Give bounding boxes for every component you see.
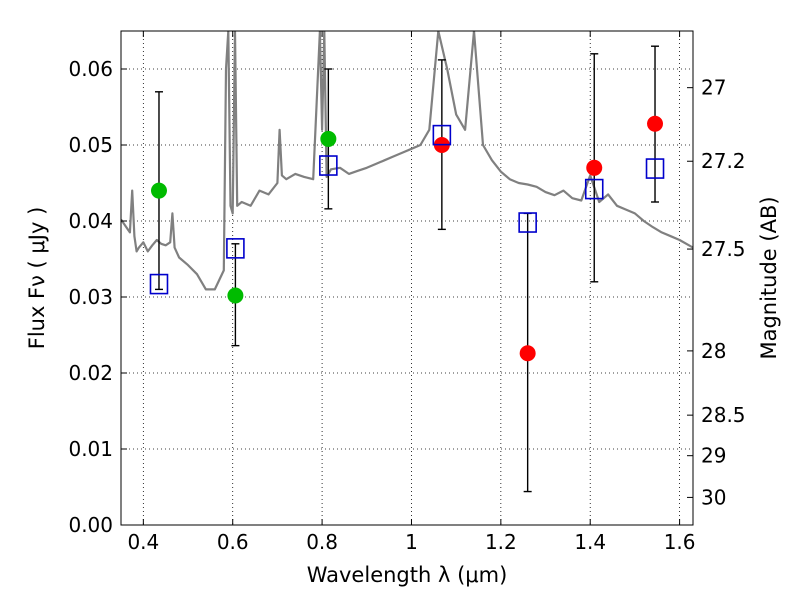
- data-point-circle: [150, 182, 167, 199]
- y2-tick-label: 27.5: [701, 237, 746, 261]
- x-tick-label: 1.4: [574, 530, 606, 554]
- error-bars: [154, 45, 660, 493]
- data-point-circle: [519, 345, 536, 362]
- y2-axis-label: Magnitude (AB): [757, 196, 781, 359]
- data-point-square: [584, 178, 604, 200]
- spectrum-line: [121, 31, 693, 291]
- y2-tick-label: 27.2: [701, 149, 746, 173]
- spectrum-layer: [121, 31, 693, 291]
- data-point-square: [518, 212, 537, 233]
- x-tick-label: 0.6: [217, 530, 249, 554]
- y-tick-label: 0.02: [68, 361, 113, 385]
- x-axis-label: Wavelength λ (μm): [307, 563, 508, 587]
- y-axis-label: Flux Fν ( μJy ): [25, 207, 49, 350]
- data-point-circle: [586, 159, 603, 176]
- y2-tick-label: 30: [701, 485, 726, 509]
- y-tick-label: 0.04: [68, 209, 113, 233]
- data-point-square: [319, 155, 338, 176]
- y-tick-label: 0.00: [68, 513, 113, 537]
- markers: [149, 115, 665, 362]
- data-point-circle: [227, 287, 244, 304]
- y-tick-label: 0.01: [68, 437, 113, 461]
- grid: [121, 31, 693, 526]
- data-point-square: [149, 273, 169, 295]
- data-point-circle: [647, 115, 664, 132]
- data-point-square: [226, 238, 245, 259]
- y-tick-label: 0.03: [68, 285, 113, 309]
- x-tick-label: 1.2: [485, 530, 517, 554]
- x-tick-label: 0.4: [127, 530, 159, 554]
- x-tick-label: 1: [405, 530, 418, 554]
- y2-tick-label: 29: [701, 444, 726, 468]
- y-tick-label: 0.05: [68, 133, 113, 157]
- y2-tick-label: 28.5: [701, 403, 746, 427]
- x-tick-label: 0.8: [306, 530, 338, 554]
- y-tick-label: 0.06: [68, 57, 113, 81]
- y2-tick-label: 28: [701, 339, 726, 363]
- x-tick-label: 1.6: [664, 530, 696, 554]
- ticks: 0.4 0.6 0.8 1 1.2 1.4 1.6 0.00 0.01 0.02 0.03 0.04 0…: [68, 31, 746, 554]
- data-point-circle: [320, 130, 337, 147]
- y2-tick-label: 27: [701, 76, 726, 100]
- data-point-square: [432, 124, 452, 146]
- plot-frame: [120, 30, 694, 526]
- data-point-square: [645, 158, 665, 179]
